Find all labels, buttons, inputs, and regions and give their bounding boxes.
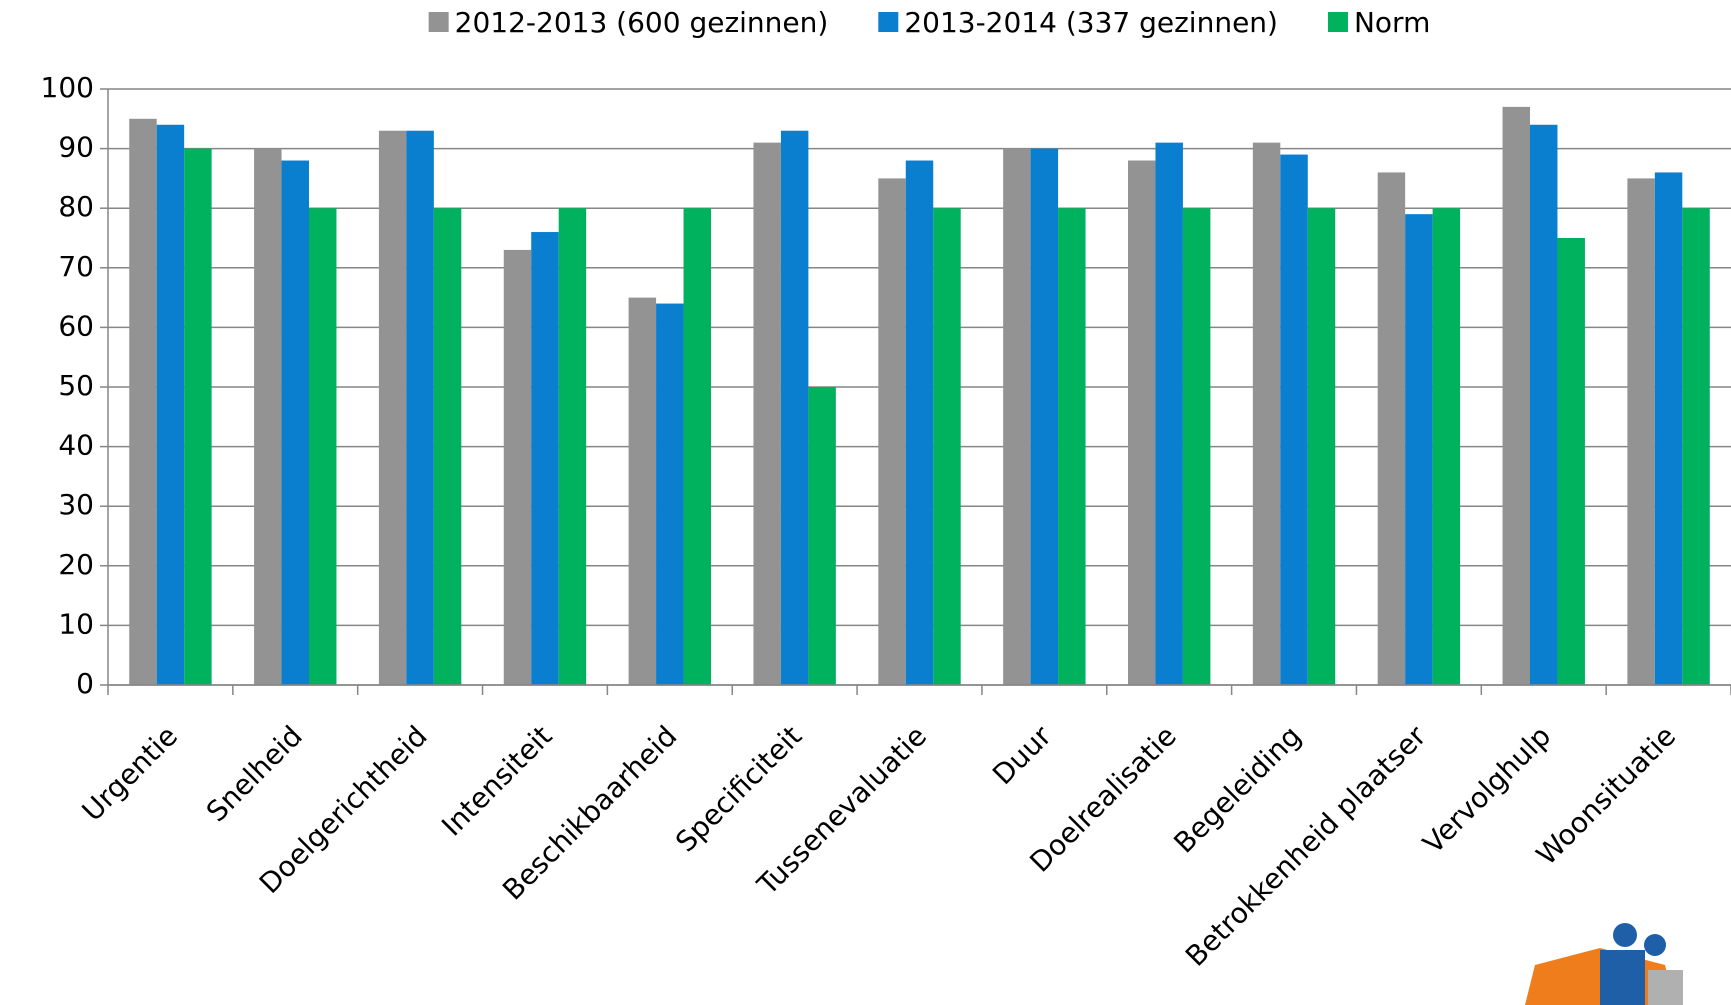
x-tick-label: Begeleiding bbox=[1167, 719, 1307, 859]
x-tick-label: Snelheid bbox=[200, 719, 309, 828]
bar bbox=[683, 208, 712, 685]
x-tick-label: Betrokkenheid plaatser bbox=[1179, 719, 1433, 973]
bar bbox=[378, 130, 407, 686]
bar bbox=[808, 387, 836, 685]
y-tick-label: 100 bbox=[41, 71, 94, 104]
bar bbox=[1377, 172, 1406, 685]
bar bbox=[1127, 160, 1156, 685]
bar bbox=[933, 208, 961, 685]
bar bbox=[1627, 178, 1655, 685]
legend-swatch bbox=[878, 12, 899, 32]
y-tick-label: 70 bbox=[58, 250, 94, 283]
bar bbox=[905, 160, 934, 685]
bar bbox=[1280, 154, 1308, 685]
bar bbox=[1058, 208, 1086, 685]
bar bbox=[1654, 172, 1683, 685]
y-tick-label: 60 bbox=[58, 309, 94, 342]
bar bbox=[1432, 208, 1461, 685]
x-tick-label: Urgentie bbox=[76, 719, 184, 827]
bar bbox=[406, 130, 434, 686]
bar bbox=[309, 208, 337, 685]
bar bbox=[1682, 208, 1710, 685]
bar bbox=[1557, 238, 1585, 685]
y-tick-label: 50 bbox=[58, 369, 94, 402]
bar bbox=[1405, 214, 1433, 685]
bar bbox=[1502, 106, 1530, 685]
bar bbox=[129, 118, 157, 686]
bar bbox=[254, 148, 282, 686]
bar bbox=[753, 142, 781, 685]
legend-label: Norm bbox=[1354, 6, 1430, 39]
bar bbox=[281, 160, 310, 685]
x-tick-label: Specificiteit bbox=[669, 719, 808, 858]
bar bbox=[1182, 208, 1211, 685]
bar bbox=[628, 297, 657, 685]
bar bbox=[878, 178, 906, 685]
bar bbox=[1030, 148, 1059, 686]
x-tick-label: Vervolghulp bbox=[1417, 719, 1558, 860]
bar bbox=[503, 249, 532, 686]
legend: 2012-2013 (600 gezinnen) 2013-2014 (337 g… bbox=[428, 6, 1430, 39]
bar bbox=[1252, 142, 1281, 685]
bar bbox=[656, 303, 684, 685]
bar bbox=[184, 148, 212, 686]
bar bbox=[531, 232, 559, 686]
y-tick-label: 90 bbox=[58, 131, 94, 164]
bar bbox=[780, 130, 809, 686]
x-tick-label: Intensiteit bbox=[435, 719, 558, 842]
legend-swatch bbox=[1327, 12, 1348, 32]
y-tick-label: 0 bbox=[76, 667, 94, 700]
bar bbox=[1155, 142, 1183, 685]
y-tick-label: 20 bbox=[58, 548, 94, 581]
bar bbox=[156, 124, 185, 685]
logo bbox=[1525, 923, 1683, 1005]
y-tick-label: 30 bbox=[58, 488, 94, 521]
legend-label: 2013-2014 (337 gezinnen) bbox=[904, 6, 1278, 39]
y-tick-label: 40 bbox=[58, 429, 94, 462]
bar bbox=[1003, 148, 1031, 686]
bar bbox=[558, 208, 587, 685]
x-tick-label: Duur bbox=[986, 719, 1058, 791]
y-tick-label: 10 bbox=[58, 607, 94, 640]
legend-swatch bbox=[428, 12, 449, 32]
y-tick-label: 80 bbox=[58, 190, 94, 223]
legend-label: 2012-2013 (600 gezinnen) bbox=[455, 6, 829, 39]
bar bbox=[1307, 208, 1336, 685]
bar bbox=[433, 208, 462, 685]
bar bbox=[1529, 124, 1558, 685]
